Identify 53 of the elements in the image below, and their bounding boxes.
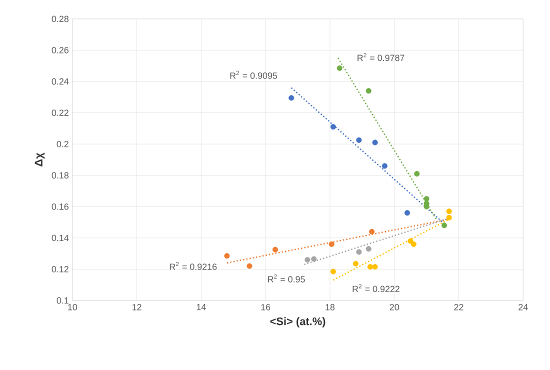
x-tick-label: 16 — [261, 304, 270, 310]
y-tick-label: 0.18 — [52, 172, 69, 178]
y-tick-label: 0.26 — [52, 46, 69, 54]
annotation: R$^{2}$ = 0.9787 — [358, 52, 404, 61]
x-tick-label: 20 — [390, 304, 399, 310]
annotation: R$^{2}$ = 0.9216 — [170, 262, 217, 270]
x-tick-label: 24 — [518, 304, 528, 310]
point — [336, 65, 342, 71]
point — [372, 264, 378, 270]
point — [410, 241, 416, 247]
point — [356, 249, 362, 255]
point — [328, 241, 334, 247]
point — [352, 260, 359, 266]
point — [366, 88, 372, 94]
point — [369, 228, 375, 234]
y-tick-label: 0.1 — [56, 297, 68, 304]
x-axis-title: <Si> (at.%) — [270, 317, 326, 328]
point — [408, 238, 414, 244]
annotation: R$^{2}$ = 0.9222 — [352, 284, 400, 292]
point — [424, 196, 430, 202]
point — [311, 256, 317, 262]
point — [441, 222, 448, 228]
point — [372, 140, 378, 146]
point — [414, 170, 420, 176]
point — [246, 263, 252, 269]
y-tick-label: 0.24 — [52, 78, 69, 85]
point — [366, 246, 372, 252]
x-tick-label: 14 — [196, 304, 206, 310]
y-tick-label: 0.16 — [52, 203, 69, 210]
point — [304, 256, 310, 263]
annotation: R$^{2}$ = 0.95 — [268, 274, 305, 282]
x-tick-label: 12 — [132, 304, 142, 310]
y-tick-label: 0.22 — [52, 110, 68, 116]
y-axis-title: Δχ — [34, 152, 45, 166]
y-tick-label: 0.12 — [52, 266, 68, 272]
point — [446, 214, 452, 220]
point — [356, 137, 362, 143]
x-tick-label: 18 — [326, 304, 335, 310]
y-tick-label: 0.2 — [56, 140, 68, 148]
y-tick-label: 0.14 — [52, 234, 69, 242]
y-tick-label: 0.28 — [52, 16, 69, 22]
point — [288, 95, 294, 101]
point — [382, 163, 388, 169]
annotation: R$^{2}$ = 0.9095 — [230, 70, 278, 79]
point — [404, 210, 410, 216]
x-tick-label: 10 — [68, 304, 78, 310]
point — [367, 264, 373, 270]
x-tick-label: 22 — [454, 304, 464, 310]
point — [272, 246, 278, 252]
point — [330, 124, 336, 130]
point — [446, 208, 452, 214]
point — [224, 253, 230, 259]
point — [330, 268, 336, 274]
